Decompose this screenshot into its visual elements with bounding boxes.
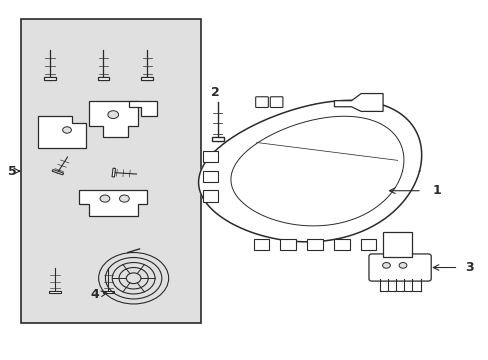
Circle shape — [382, 262, 389, 268]
Polygon shape — [306, 239, 322, 249]
Text: 1: 1 — [431, 184, 440, 197]
Polygon shape — [203, 190, 217, 202]
Polygon shape — [89, 102, 137, 137]
Text: 4: 4 — [90, 288, 99, 301]
Circle shape — [62, 127, 71, 133]
Polygon shape — [334, 94, 382, 111]
Polygon shape — [203, 151, 217, 162]
Bar — [21, 19, 201, 323]
Polygon shape — [141, 77, 153, 80]
Text: 5: 5 — [8, 165, 17, 177]
Polygon shape — [253, 239, 269, 249]
Polygon shape — [49, 291, 61, 293]
Polygon shape — [98, 77, 109, 80]
FancyBboxPatch shape — [255, 97, 268, 108]
FancyBboxPatch shape — [270, 97, 283, 108]
Circle shape — [119, 195, 129, 202]
Polygon shape — [44, 77, 56, 80]
Polygon shape — [38, 116, 86, 148]
Polygon shape — [280, 239, 295, 249]
Text: 3: 3 — [464, 261, 472, 274]
Polygon shape — [203, 171, 217, 182]
Circle shape — [398, 262, 406, 268]
Text: 2: 2 — [210, 86, 219, 99]
Polygon shape — [129, 102, 157, 116]
Polygon shape — [79, 190, 147, 216]
Polygon shape — [360, 239, 375, 249]
Polygon shape — [333, 239, 349, 249]
Polygon shape — [198, 100, 421, 242]
FancyBboxPatch shape — [368, 254, 430, 281]
Circle shape — [108, 111, 118, 118]
Polygon shape — [211, 137, 223, 140]
Polygon shape — [112, 168, 115, 177]
Polygon shape — [382, 232, 411, 257]
Polygon shape — [102, 291, 114, 293]
Circle shape — [100, 195, 110, 202]
Polygon shape — [52, 170, 63, 175]
